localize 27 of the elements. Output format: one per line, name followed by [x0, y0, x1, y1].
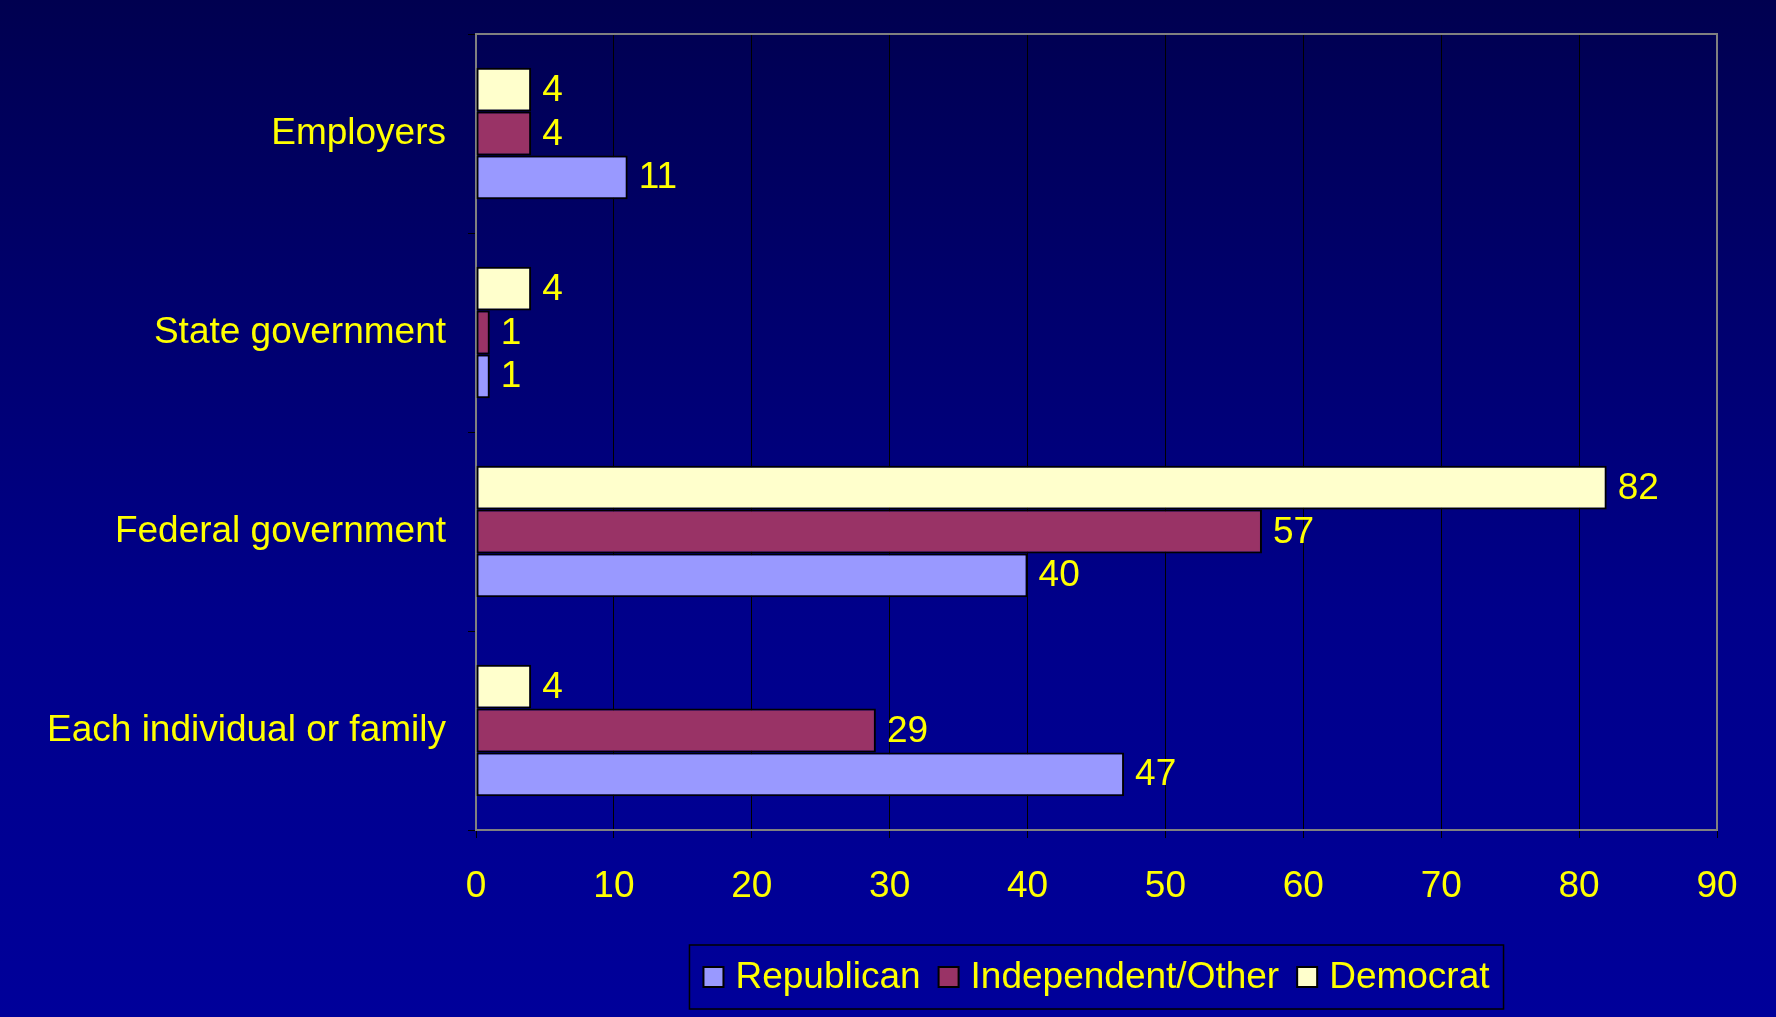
data-label: 82	[1617, 465, 1659, 507]
data-label: 40	[1038, 553, 1080, 595]
y-tick-label: Employers	[271, 110, 446, 152]
x-tick-label: 80	[1558, 864, 1600, 906]
data-label: 1	[500, 354, 522, 396]
data-label: 57	[1272, 509, 1315, 551]
x-tick-label: 40	[1006, 864, 1049, 906]
x-tick-label: 90	[1696, 864, 1738, 906]
x-tick-label: 70	[1420, 864, 1462, 906]
data-label: 4	[542, 67, 563, 109]
legend-label: Independent/Other	[970, 955, 1280, 997]
data-label: 4	[542, 664, 563, 706]
data-label: 1	[500, 310, 522, 352]
x-tick-label: 50	[1144, 864, 1187, 906]
data-label: 4	[542, 266, 563, 308]
y-tick-label: State government	[153, 309, 447, 351]
x-tick-label: 60	[1282, 864, 1324, 906]
x-tick-label: 0	[465, 864, 487, 906]
x-tick-label: 20	[731, 864, 773, 906]
data-label: 4	[542, 111, 563, 153]
legend-label: Republican	[735, 955, 921, 997]
legend-label: Democrat	[1329, 955, 1491, 997]
data-label: 11	[638, 155, 678, 197]
x-tick-label: 30	[869, 864, 911, 906]
y-tick-label: Each individual or family	[47, 707, 447, 749]
x-tick-label: 10	[593, 864, 635, 906]
y-tick-label: Federal government	[114, 508, 447, 550]
